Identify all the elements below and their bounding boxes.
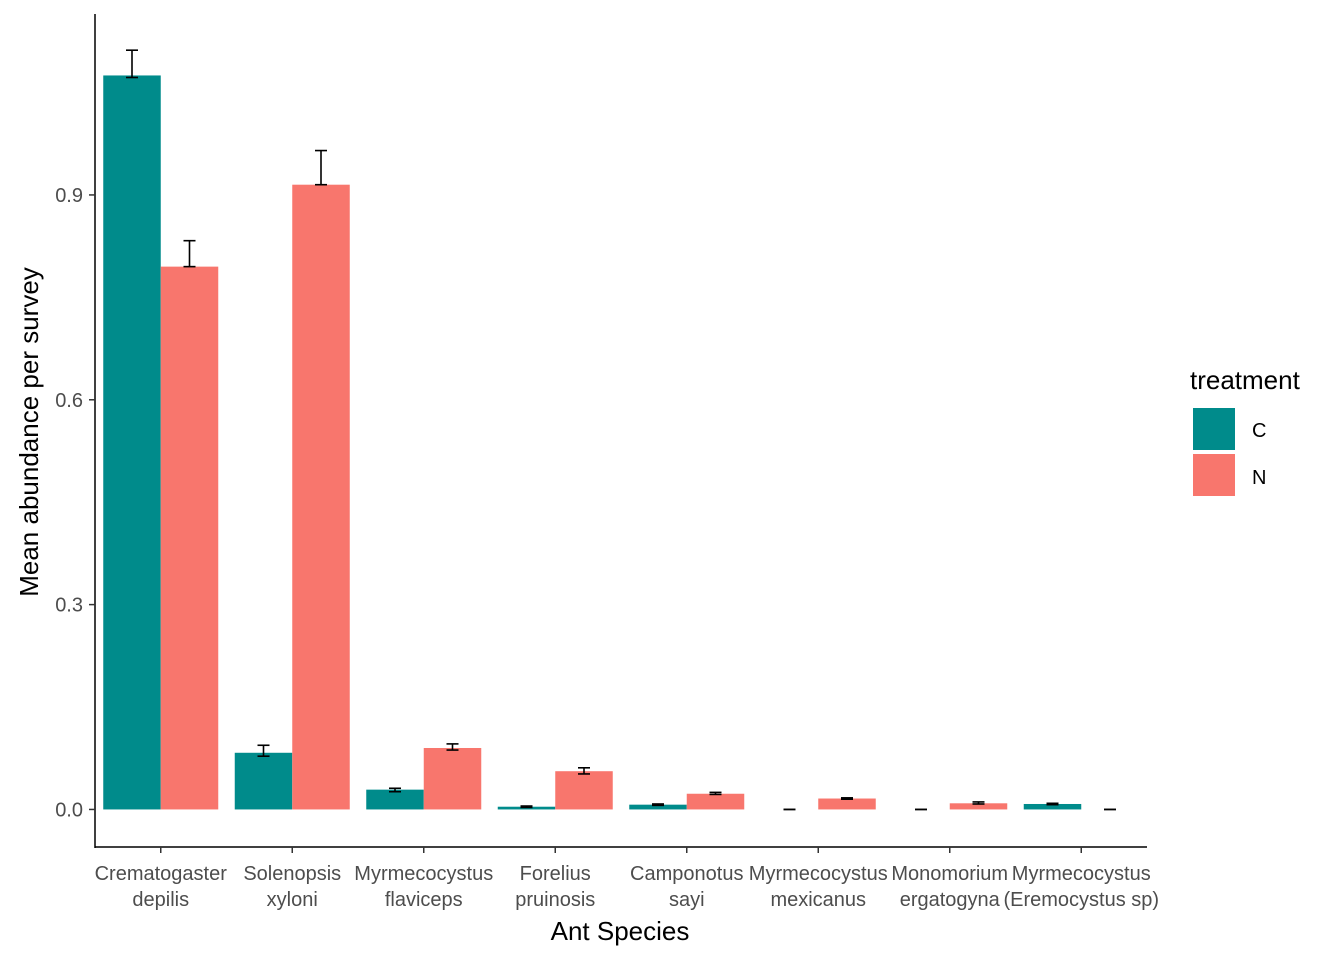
bar-c-crematogaster-depilis [103,75,161,810]
x-tick-label: sayi [669,889,705,911]
x-tick-label: (Eremocystus sp) [1003,889,1159,911]
error-bar-c-myrmecocystus-eremocystus-sp [1046,802,1059,806]
bar-n-myrmecocystus-mexicanus [818,798,876,810]
bar-c-camponotus-sayi [629,804,687,810]
bar-n-myrmecocystus-flaviceps [423,747,482,810]
x-tick-label: ergatogyna [900,889,1001,911]
y-tick-label: 0.3 [55,595,83,617]
y-axis-title: Mean abundance per survey [14,267,44,597]
y-tick-label: 0.6 [55,390,83,412]
legend-key-n [1193,454,1235,496]
x-tick-label: mexicanus [770,889,866,911]
error-bar-n-myrmecocystus-flaviceps [446,743,459,751]
bar-n-forelius-pruinosis [555,771,613,810]
error-bar-n-forelius-pruinosis [578,766,590,775]
x-tick-label: Forelius [520,863,591,885]
x-tick-label: Crematogaster [95,863,228,885]
x-tick-label: Monomorium [891,863,1008,885]
x-tick-label: Camponotus [630,863,743,885]
legend-label-c: C [1252,420,1266,442]
bar-c-myrmecocystus-flaviceps [366,789,424,810]
error-bar-n-myrmecocystus-mexicanus [841,797,853,801]
x-tick-label: Myrmecocystus [749,863,888,885]
legend-label-n: N [1252,467,1266,489]
error-bar-c-solenopsis-xyloni [257,744,270,757]
error-bar-n-solenopsis-xyloni [315,149,327,186]
error-bar-c-crematogaster-depilis [126,49,138,79]
x-tick-label: xyloni [267,889,318,911]
legend: treatment C N [1190,365,1301,496]
x-tick-label: depilis [132,889,189,911]
error-bar-c-myrmecocystus-flaviceps [389,787,401,793]
bar-n-camponotus-sayi [686,793,745,810]
error-bar-c-camponotus-sayi [652,803,664,807]
bar-n-monomorium-ergatogyna [949,803,1008,810]
error-bar-n-crematogaster-depilis [183,239,196,268]
y-tick-label: 0.0 [55,799,83,821]
x-tick-label: Myrmecocystus [354,863,493,885]
x-tick-label: flaviceps [385,889,463,911]
bar-n-crematogaster-depilis [160,266,219,810]
bars-layer [103,75,1082,810]
x-tick-label: Myrmecocystus [1012,863,1151,885]
error-bar-n-camponotus-sayi [709,791,722,796]
x-tick-label: pruinosis [515,889,595,911]
bar-n-solenopsis-xyloni [292,184,350,810]
x-axis-title: Ant Species [551,916,690,946]
bar-c-myrmecocystus-eremocystus-sp [1023,803,1082,810]
error-bars-layer [126,49,1116,811]
y-tick-label: 0.9 [55,185,83,207]
y-ticks: 0.0 0.3 0.6 0.9 [55,185,95,821]
legend-title: treatment [1190,365,1301,395]
error-bar-c-forelius-pruinosis [520,805,533,809]
error-bar-n-monomorium-ergatogyna [972,801,985,805]
legend-key-c [1193,408,1235,450]
x-tick-label: Solenopsis [243,863,341,885]
bar-c-solenopsis-xyloni [234,752,293,810]
x-ticks: Crematogaster depilis Solenopsis xyloni Myrm… [95,847,1159,911]
